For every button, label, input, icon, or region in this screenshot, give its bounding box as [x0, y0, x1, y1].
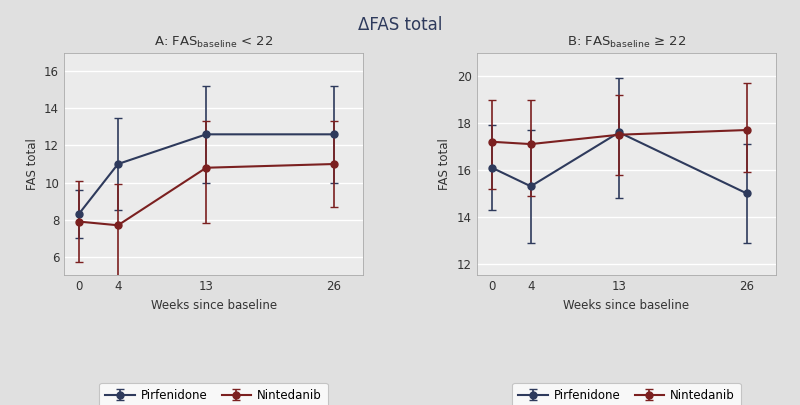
- Y-axis label: FAS total: FAS total: [26, 138, 38, 190]
- Text: ΔFAS total: ΔFAS total: [358, 16, 442, 34]
- Title: B: FAS$_{\mathregular{baseline}}$ ≥ 22: B: FAS$_{\mathregular{baseline}}$ ≥ 22: [566, 35, 686, 50]
- X-axis label: Weeks since baseline: Weeks since baseline: [150, 299, 277, 312]
- Y-axis label: FAS total: FAS total: [438, 138, 451, 190]
- Legend: Pirfenidone, Nintedanib: Pirfenidone, Nintedanib: [99, 383, 328, 405]
- Title: A: FAS$_{\mathregular{baseline}}$ < 22: A: FAS$_{\mathregular{baseline}}$ < 22: [154, 35, 273, 50]
- Legend: Pirfenidone, Nintedanib: Pirfenidone, Nintedanib: [512, 383, 741, 405]
- X-axis label: Weeks since baseline: Weeks since baseline: [563, 299, 690, 312]
